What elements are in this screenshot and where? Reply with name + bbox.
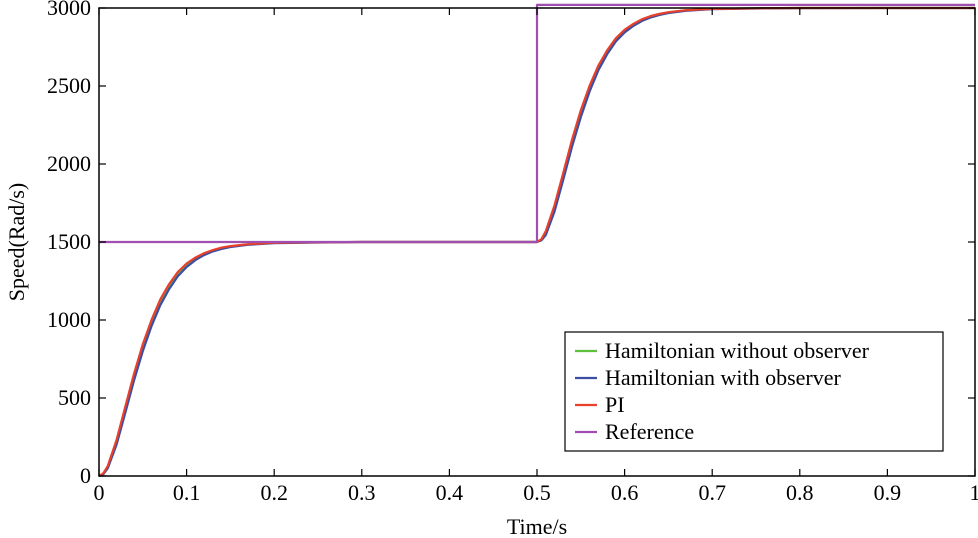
- legend-label-0: Hamiltonian without observer: [605, 338, 870, 363]
- legend-label-2: PI: [605, 392, 625, 417]
- x-tick-label: 0.9: [874, 480, 902, 505]
- y-axis: 0 500 1000 1500 2000 2500 3000: [47, 0, 975, 488]
- x-tick-label: 0.8: [786, 480, 814, 505]
- y-tick-label: 500: [58, 385, 91, 410]
- x-axis: 0 0.1 0.2 0.3 0.4 0.5 0.6 0.7 0.8 0.9 1: [94, 8, 978, 505]
- y-tick-label: 1500: [47, 229, 91, 254]
- x-tick-label: 1: [970, 480, 978, 505]
- legend-label-3: Reference: [605, 419, 694, 444]
- x-tick-label: 0.1: [173, 480, 201, 505]
- x-tick-label: 0.5: [523, 480, 551, 505]
- y-tick-label: 2000: [47, 151, 91, 176]
- series-line-3: [99, 3, 975, 244]
- x-tick-label: 0.4: [436, 480, 464, 505]
- y-tick-label: 3000: [47, 0, 91, 20]
- y-tick-label: 0: [80, 463, 91, 488]
- y-tick-label: 2500: [47, 73, 91, 98]
- x-axis-label: Time/s: [507, 514, 567, 538]
- y-axis-label: Speed(Rad/s): [4, 183, 29, 302]
- x-tick-label: 0: [94, 480, 105, 505]
- x-tick-label: 0.3: [348, 480, 376, 505]
- y-tick-label: 1000: [47, 307, 91, 332]
- legend: Hamiltonian without observerHamiltonian …: [564, 331, 944, 452]
- legend-entries: Hamiltonian without observerHamiltonian …: [575, 338, 870, 444]
- x-tick-label: 0.7: [698, 480, 726, 505]
- x-tick-label: 0.6: [611, 480, 639, 505]
- plot-marks: [98, 3, 975, 478]
- legend-box: [564, 331, 944, 452]
- legend-label-1: Hamiltonian with observer: [605, 365, 842, 390]
- x-tick-label: 0.2: [260, 480, 288, 505]
